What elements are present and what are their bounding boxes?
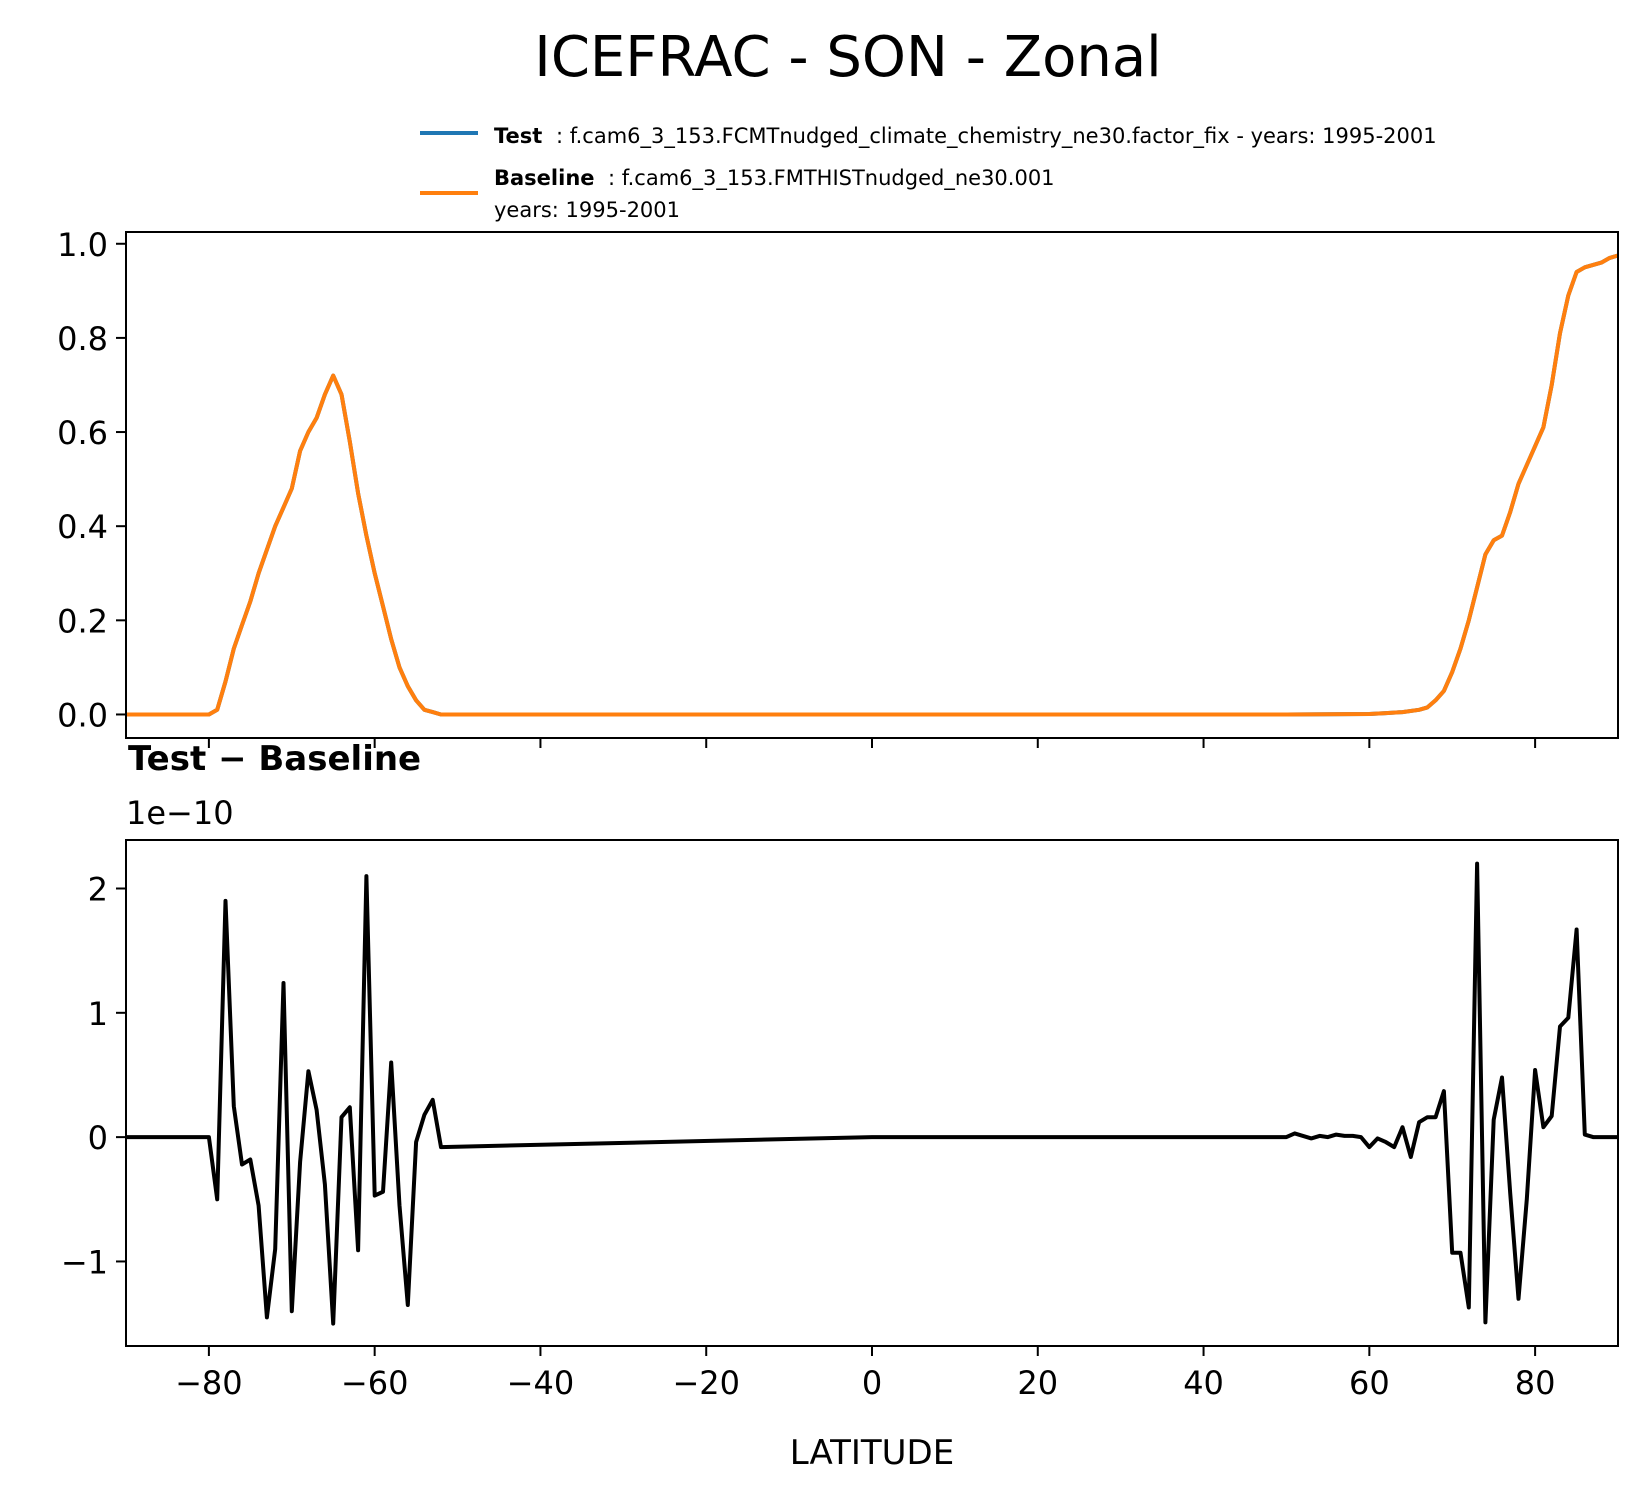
x-axis-label: LATITUDE <box>790 1433 954 1473</box>
bottom-xtick-label: 40 <box>1183 1364 1224 1402</box>
legend-test-label: Test <box>494 124 542 148</box>
bottom-series-test-baseline <box>126 861 1618 1326</box>
bottom-xtick-label: 80 <box>1515 1364 1556 1402</box>
bottom-xtick-label: −40 <box>507 1364 575 1402</box>
bottom-ytick-label: 2 <box>88 870 108 908</box>
bottom-ytick-label: 1 <box>88 995 108 1033</box>
bottom-y-ticks: −1 0 1 2 <box>61 870 126 1281</box>
bottom-x-ticks: −80 −60 −40 −20 0 20 40 60 80 <box>175 1346 1555 1402</box>
top-series-test <box>126 253 1619 717</box>
bottom-xtick-label: −60 <box>341 1364 409 1402</box>
top-series-baseline <box>126 253 1619 717</box>
legend-baseline-text: : f.cam6_3_153.FMTHISTnudged_ne30.001 <box>608 166 1055 191</box>
top-y-ticks: 0.0 0.2 0.4 0.6 0.8 1.0 <box>57 226 126 734</box>
bottom-ytick-label: 0 <box>88 1119 108 1157</box>
top-series <box>126 253 1619 717</box>
legend-baseline-label: Baseline <box>494 166 595 190</box>
bottom-axes-frame <box>125 839 1619 1347</box>
top-x-ticks <box>207 738 1537 748</box>
top-ytick-label: 0.8 <box>57 320 108 358</box>
diff-scale-label: 1e−10 <box>126 794 234 832</box>
legend-baseline-text-line2: years: 1995-2001 <box>494 198 680 222</box>
diff-title: Test − Baseline <box>128 739 421 779</box>
bottom-axes: Test − Baseline 1e−10 −1 0 1 2 −80 −60 −40 −20… <box>61 739 1619 1473</box>
top-ytick-label: 0.2 <box>57 602 108 640</box>
bottom-xtick-label: 60 <box>1349 1364 1390 1402</box>
top-axes-frame <box>125 231 1619 739</box>
bottom-xtick-label: 0 <box>862 1364 882 1402</box>
figure-title: ICEFRAC - SON - Zonal <box>534 25 1161 90</box>
top-ytick-label: 0.6 <box>57 414 108 452</box>
bottom-ytick-label: −1 <box>61 1243 108 1281</box>
legend-test-text: : f.cam6_3_153.FCMTnudged_climate_chemis… <box>556 124 1437 149</box>
top-ytick-label: 0.0 <box>57 696 108 734</box>
top-ytick-label: 0.4 <box>57 508 108 546</box>
top-ytick-label: 1.0 <box>57 226 108 264</box>
legend: Test : f.cam6_3_153.FCMTnudged_climate_c… <box>420 124 1437 222</box>
bottom-xtick-label: 20 <box>1017 1364 1058 1402</box>
bottom-xtick-label: −80 <box>175 1364 243 1402</box>
bottom-series <box>126 861 1618 1326</box>
bottom-xtick-label: −20 <box>672 1364 740 1402</box>
top-axes: 0.0 0.2 0.4 0.6 0.8 1.0 <box>57 226 1619 748</box>
